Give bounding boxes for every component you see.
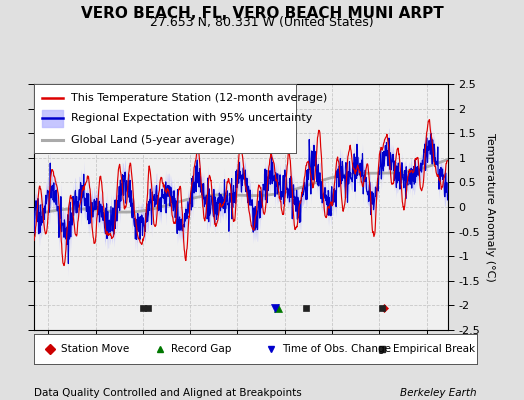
Text: Record Gap: Record Gap: [171, 344, 232, 354]
Text: Time of Obs. Change: Time of Obs. Change: [282, 344, 391, 354]
Text: Station Move: Station Move: [61, 344, 129, 354]
Text: Empirical Break: Empirical Break: [392, 344, 475, 354]
Text: This Temperature Station (12-month average): This Temperature Station (12-month avera…: [71, 93, 327, 103]
Text: Global Land (5-year average): Global Land (5-year average): [71, 136, 235, 146]
Text: VERO BEACH, FL, VERO BEACH MUNI ARPT: VERO BEACH, FL, VERO BEACH MUNI ARPT: [81, 6, 443, 21]
Text: 27.653 N, 80.331 W (United States): 27.653 N, 80.331 W (United States): [150, 16, 374, 29]
Y-axis label: Temperature Anomaly (°C): Temperature Anomaly (°C): [485, 133, 496, 281]
Text: Data Quality Controlled and Aligned at Breakpoints: Data Quality Controlled and Aligned at B…: [34, 388, 302, 398]
Text: Berkeley Earth: Berkeley Earth: [400, 388, 477, 398]
Text: Regional Expectation with 95% uncertainty: Regional Expectation with 95% uncertaint…: [71, 114, 312, 124]
